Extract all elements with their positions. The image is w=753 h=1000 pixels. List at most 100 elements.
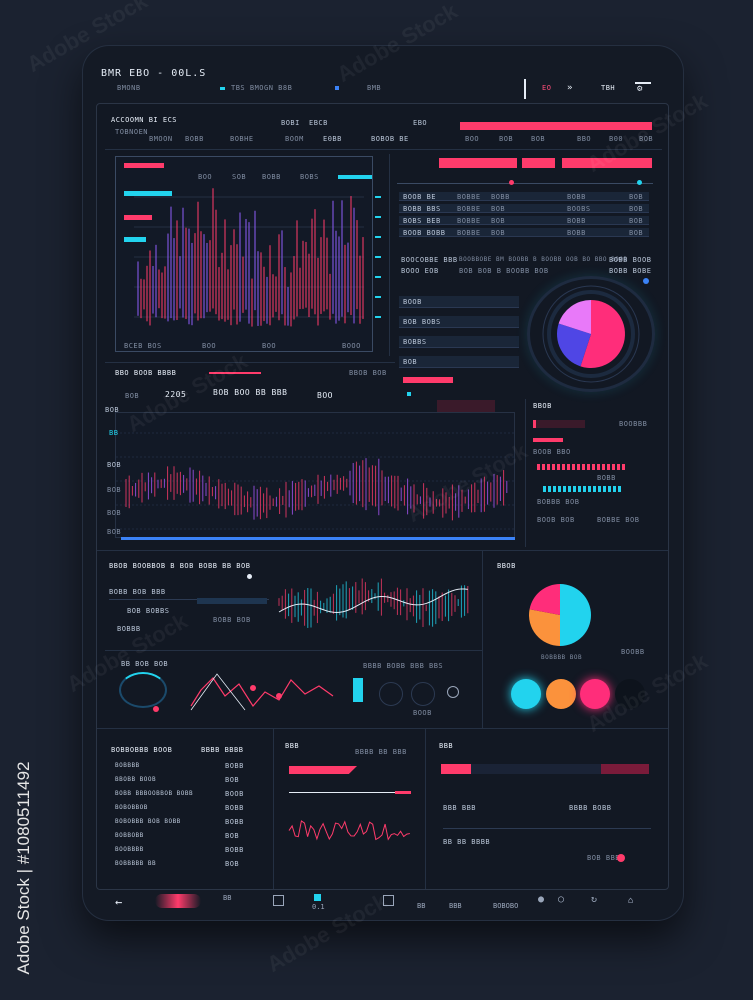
section-3-title: BBOB BOOBBOB B BOB BOBB BB BOB: [109, 562, 251, 570]
home-icon[interactable]: ⌂: [628, 896, 634, 906]
scale-tick-icon: [375, 316, 381, 318]
slider-track[interactable]: [397, 183, 653, 184]
list-item-label: BOBBBB: [115, 762, 140, 769]
divider: [105, 362, 395, 363]
row-4-circle-1[interactable]: [379, 682, 403, 706]
chip-1[interactable]: [439, 158, 517, 168]
row-4-triangle-line: [190, 673, 246, 711]
list-item[interactable]: BOOB: [399, 296, 519, 308]
chart-2-value-chip[interactable]: [437, 400, 495, 412]
header-icon-label-2[interactable]: TBH: [601, 84, 616, 92]
chart-1-legend-4: BOBS: [300, 173, 319, 181]
slider-thumb-2[interactable]: [637, 180, 642, 185]
double-chevron-icon[interactable]: »: [567, 83, 573, 93]
pink-circle-button[interactable]: [580, 679, 610, 709]
status-square-icon: [407, 392, 411, 396]
table-1-sub-mid: BOB BOB B BOOBB BOB: [459, 267, 549, 275]
nav-item-1[interactable]: BB: [223, 894, 232, 902]
header-sub-right: BMB: [367, 84, 382, 92]
chart-1-xlabel-2: BOO: [202, 342, 217, 350]
right-list-item-5: BOOB BOB: [537, 516, 575, 524]
nav-item-4[interactable]: BBB: [449, 902, 462, 910]
table-row[interactable]: BOOB BOBB BOBBE BOB BOBB BOB: [399, 228, 649, 237]
chip-3[interactable]: [562, 158, 652, 168]
row-4-circle-2[interactable]: [411, 682, 435, 706]
circle-icon[interactable]: ○: [558, 894, 565, 905]
list-icon[interactable]: [383, 895, 394, 906]
list-item[interactable]: BOB BOBS: [399, 316, 519, 328]
table-cell: BOB: [629, 205, 644, 213]
list-item-label: BOBBBBB BB: [115, 860, 157, 867]
nav-item-2[interactable]: 0.1: [312, 903, 325, 911]
pie-slice: [560, 584, 591, 646]
right-list-bar-1: [533, 420, 585, 428]
refresh-icon[interactable]: ↻: [591, 894, 598, 905]
slider-thumb[interactable]: [509, 180, 514, 185]
chart-2-val-2: 2205: [165, 390, 187, 399]
chart-2-accent-bar: [209, 372, 261, 374]
section-3-row-1: BOBB BOB BBB: [109, 588, 166, 596]
chart-1-scale: [375, 184, 383, 334]
divider: [443, 828, 651, 829]
nav-item-3[interactable]: BB: [417, 902, 426, 910]
table-row[interactable]: BOOB BE BOBBE BOBB BOBB BOB: [399, 192, 649, 201]
top-panel-title: ACCOOMN BI ECS: [111, 116, 178, 124]
status-dot-icon: [220, 87, 225, 90]
section-3-right: BOBB BOB: [213, 616, 251, 624]
divider: [97, 550, 668, 551]
back-arrow-icon[interactable]: ←: [115, 895, 123, 909]
chart-2-val-3: BOB BOO BB BBB: [213, 388, 288, 397]
cyan-circle-button[interactable]: [511, 679, 541, 709]
row-4-line-chart: [190, 673, 334, 711]
list-item-label: BOOB: [403, 298, 422, 306]
chart-1-legend-1: BOO: [198, 173, 213, 181]
table-1-sub-left: BOOO EOB: [401, 267, 439, 275]
list-item-label: BOOBBBB: [115, 846, 144, 853]
list-item[interactable]: BOBBS: [399, 336, 519, 348]
chart-2-header-bar: [403, 377, 453, 383]
top-right-col-1: BOO: [465, 135, 480, 143]
list-item-label: BOB BOBS: [403, 318, 441, 326]
list-item-label: BOBBS: [403, 338, 427, 346]
top-col-1: TOBNOEN: [115, 128, 149, 136]
nav-item-5[interactable]: BOBOBO: [493, 902, 519, 910]
nav-active-pill[interactable]: [155, 894, 201, 908]
header-top-bar: [635, 82, 651, 84]
dark-circle-button[interactable]: [615, 679, 645, 709]
chart-2-ylabel-4: BOB: [107, 486, 122, 494]
divider: [109, 599, 269, 600]
table-row[interactable]: BOBB BBS BOBBE BOB BOOBS BOB: [399, 204, 649, 213]
right-list-bar-2: [533, 438, 563, 442]
chart-1-xlabel-3: BOO: [262, 342, 277, 350]
chart-1-xlabel-1: BCEB BOS: [124, 342, 162, 350]
top-right-col-6: BOB: [639, 135, 654, 143]
table-cell: BOBS BEB: [403, 217, 441, 225]
section-3-trend-line: [278, 588, 468, 613]
top-right-col-4: BBO: [577, 135, 592, 143]
orange-circle-button[interactable]: [546, 679, 576, 709]
grid-icon[interactable]: [273, 895, 284, 906]
section-3-spark-chart: [278, 578, 469, 628]
row-4-point: [276, 693, 282, 699]
bottom-col-3-chip-2: [601, 764, 649, 774]
user-icon[interactable]: ●: [538, 894, 545, 905]
gauge-ring: [542, 285, 640, 383]
chip-2[interactable]: [522, 158, 555, 168]
list-item[interactable]: BOB: [399, 356, 519, 368]
table-cell: BOBBE: [457, 205, 481, 213]
list-item-value: BOB: [225, 832, 240, 840]
settings-icon[interactable]: ⚙: [637, 84, 643, 94]
table-cell: BOOB BOBB: [403, 229, 446, 237]
header-icon-label-1[interactable]: EO: [542, 84, 552, 92]
mini-gauge[interactable]: [119, 672, 167, 708]
pie-chart[interactable]: [527, 582, 593, 648]
row-4-circle-icon[interactable]: [447, 686, 459, 698]
donut-gauge-pie: [542, 285, 640, 383]
table-row[interactable]: BOBS BEB BOBBE BOB BOBB BOB: [399, 216, 649, 225]
right-list-item-3: BOBB: [597, 474, 616, 482]
chart-2-side-title: BBOB BOB: [349, 369, 387, 377]
table-cell: BOB: [629, 193, 644, 201]
pie-slice: [529, 584, 560, 615]
donut-gauge[interactable]: [527, 276, 655, 392]
right-list-item-4: BOBBB BOB: [537, 498, 580, 506]
